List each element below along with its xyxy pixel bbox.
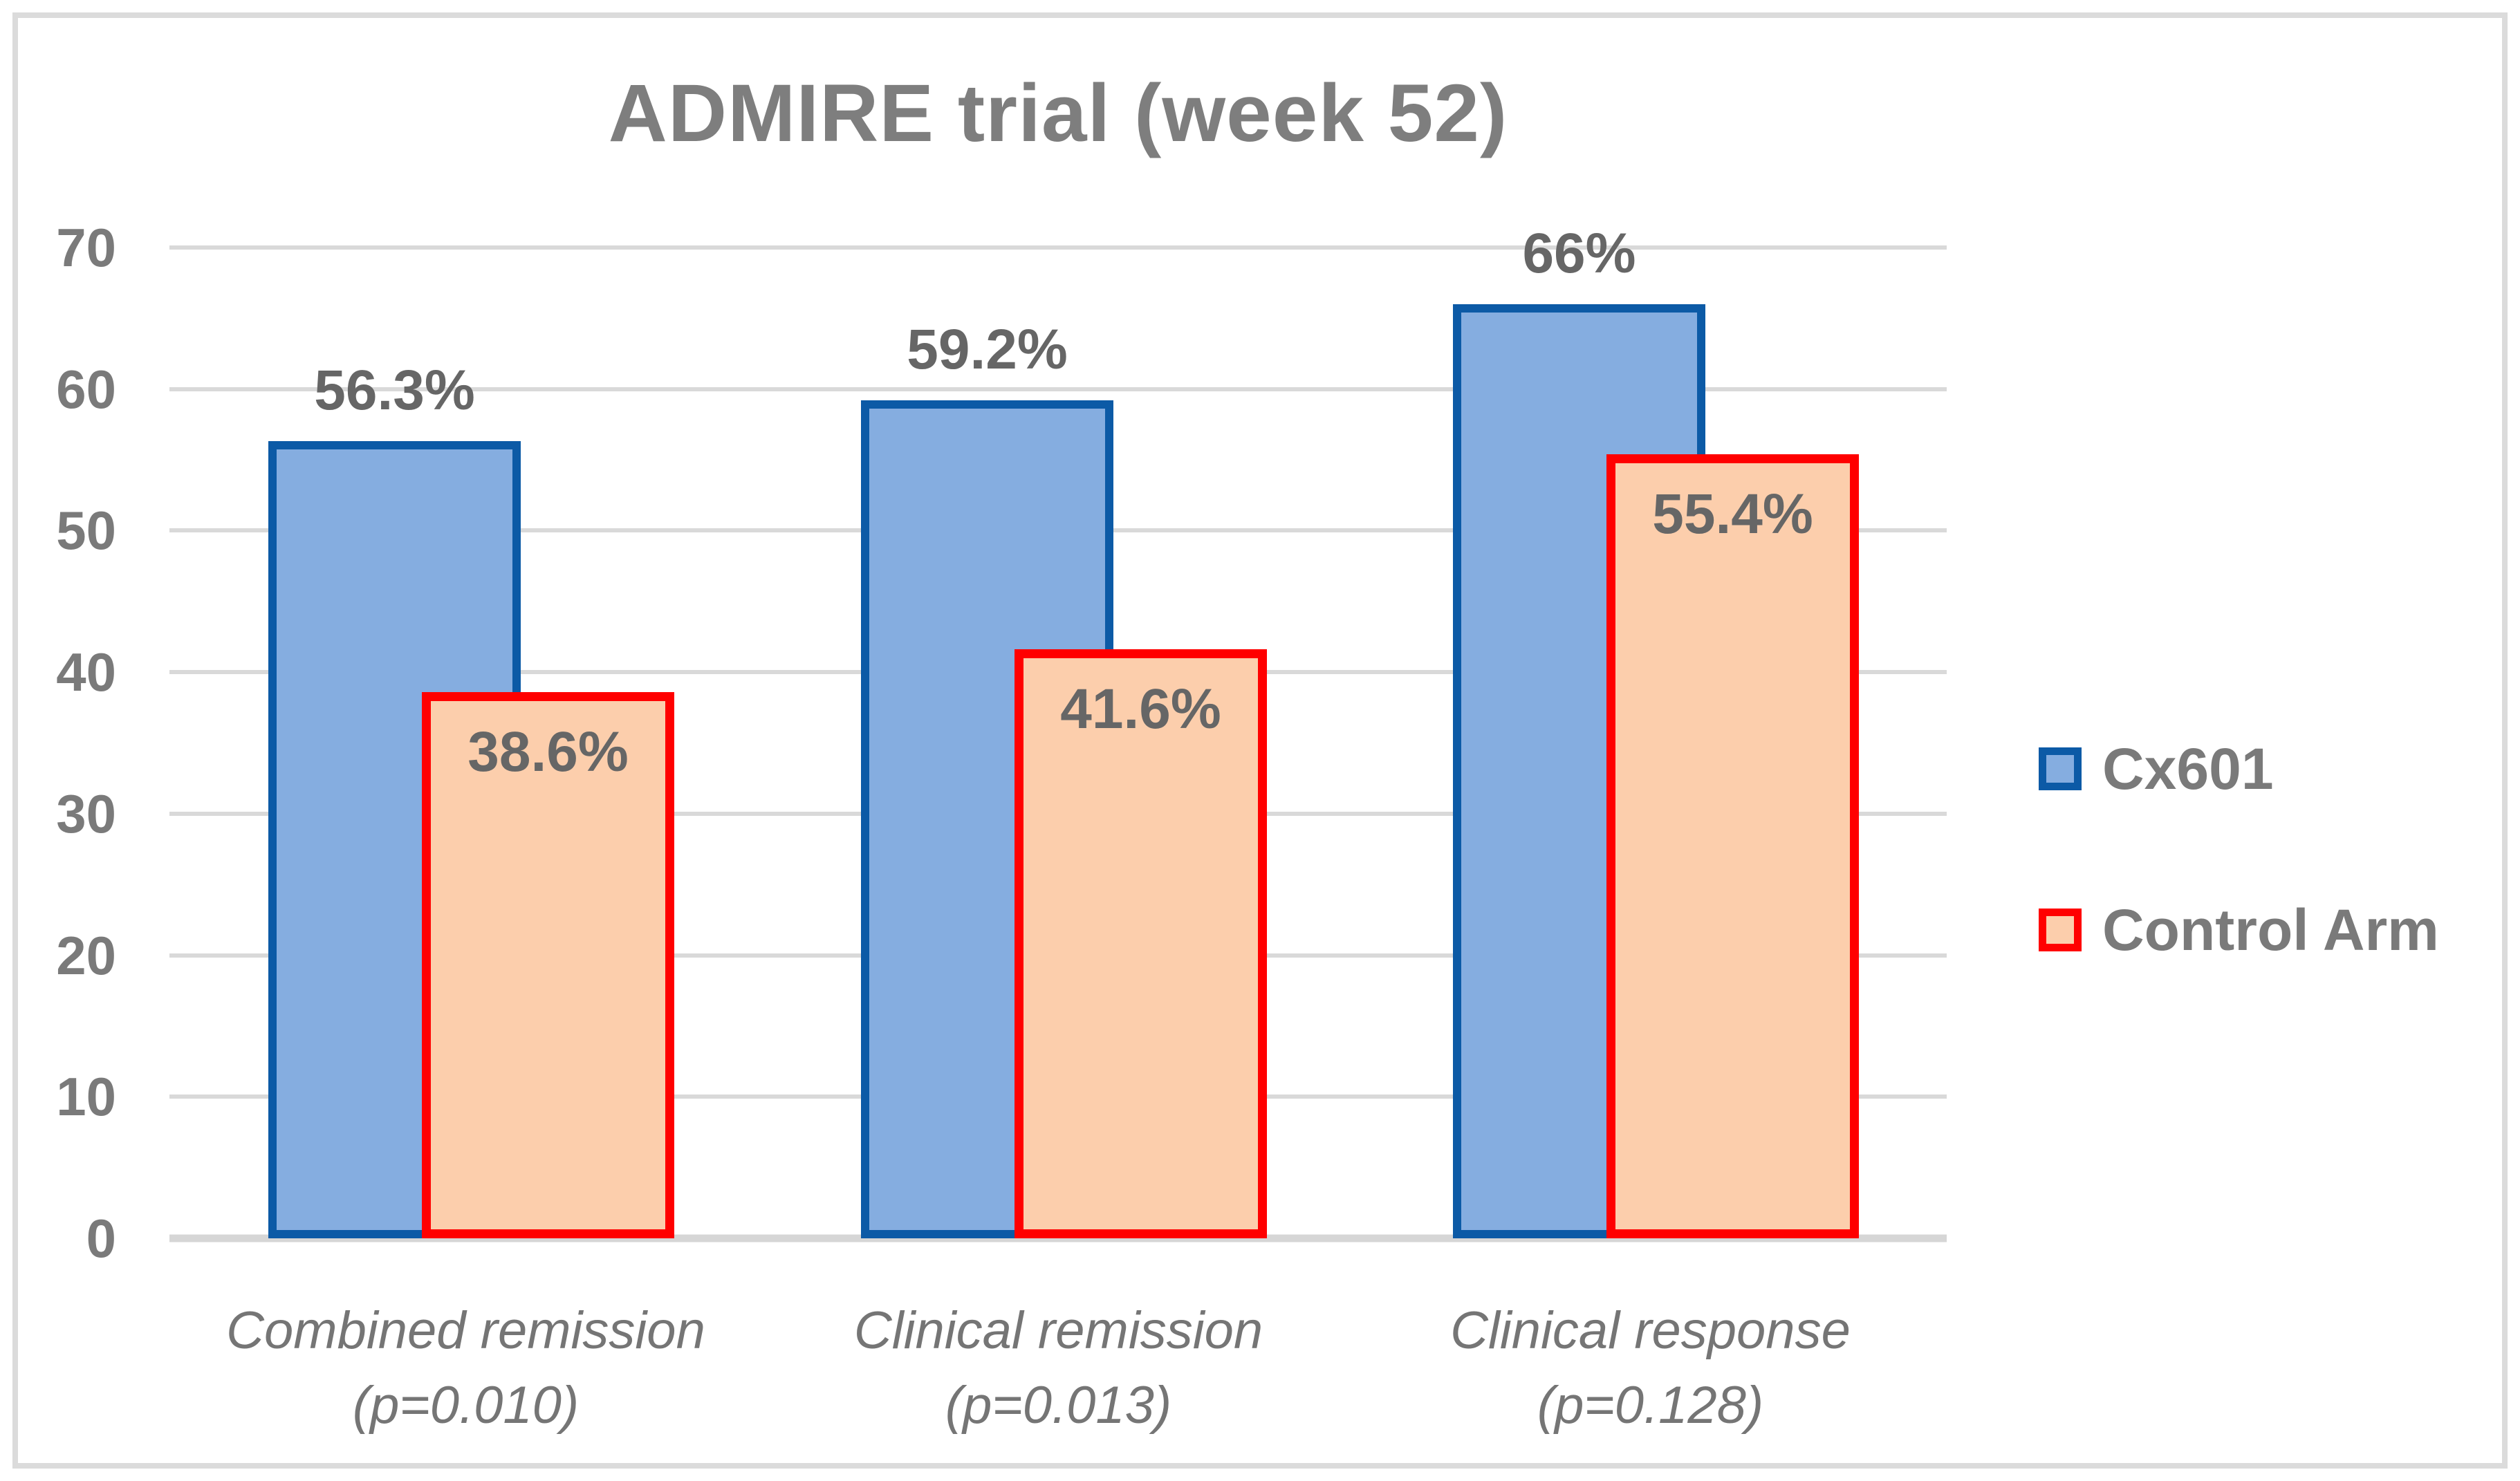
y-tick-label-10: 10 [56, 1066, 116, 1128]
legend-label-cx601: Cx601 [2102, 736, 2274, 801]
plot-area: 56.3% 38.6% 59.2% 41.6% 66% 55.4% [169, 222, 1947, 1242]
x-axis-line [169, 1234, 1947, 1242]
category-label-group-clinical-response: Clinical response (p=0.128) [1354, 1298, 1947, 1439]
data-label-cx601-clinical-response: 66% [1522, 222, 1636, 285]
data-label-control-arm-clinical-response: 55.4% [1652, 483, 1813, 546]
category-pvalue-clinical-remission: (p=0.013) [945, 1376, 1172, 1435]
legend-label-control-arm: Control Arm [2102, 897, 2439, 962]
category-label-clinical-response: Clinical response [1450, 1301, 1851, 1360]
bar-control-arm-clinical-remission [1015, 649, 1267, 1238]
legend-item-cx601: Cx601 [2039, 736, 2274, 802]
legend-swatch-cx601 [2039, 747, 2082, 790]
gridline-60 [169, 386, 1947, 391]
category-label-clinical-remission: Clinical remission [853, 1301, 1263, 1360]
y-tick-label-70: 70 [56, 217, 116, 278]
data-label-cx601-combined-remission: 56.3% [314, 359, 475, 422]
data-label-cx601-clinical-remission: 59.2% [907, 318, 1068, 381]
gridline-70 [169, 245, 1947, 250]
category-label-group-combined-remission: Combined remission (p=0.010) [169, 1298, 762, 1439]
chart-title: ADMIRE trial (week 52) [608, 68, 1508, 159]
y-tick-label-20: 20 [56, 924, 116, 986]
bar-control-arm-clinical-response [1606, 454, 1859, 1238]
legend-swatch-control-arm [2039, 909, 2082, 951]
bar-control-arm-combined-remission [422, 692, 674, 1238]
y-tick-label-40: 40 [56, 642, 116, 703]
y-tick-label-0: 0 [86, 1208, 116, 1269]
y-tick-label-30: 30 [56, 783, 116, 844]
category-pvalue-combined-remission: (p=0.010) [352, 1376, 580, 1435]
category-label-group-clinical-remission: Clinical remission (p=0.013) [762, 1298, 1355, 1439]
data-label-control-arm-combined-remission: 38.6% [467, 720, 629, 783]
category-pvalue-clinical-response: (p=0.128) [1537, 1376, 1764, 1435]
y-tick-label-60: 60 [56, 358, 116, 420]
chart-frame-border [12, 12, 2508, 1469]
category-label-combined-remission: Combined remission [226, 1301, 705, 1360]
legend-item-control-arm: Control Arm [2039, 897, 2439, 963]
data-label-control-arm-clinical-remission: 41.6% [1060, 678, 1221, 740]
y-tick-label-50: 50 [56, 500, 116, 561]
